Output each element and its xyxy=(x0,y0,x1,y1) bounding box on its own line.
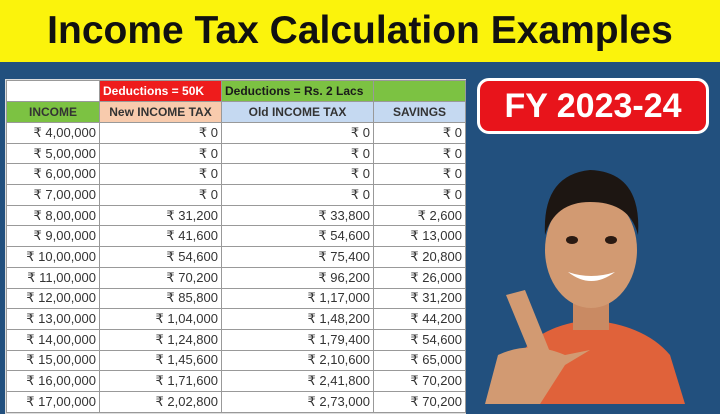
cell-income: ₹ 4,00,000 xyxy=(6,122,100,144)
cell-income: ₹ 15,00,000 xyxy=(6,349,100,372)
cell-savings: ₹ 26,000 xyxy=(373,266,466,289)
cell-old-tax: ₹ 2,10,600 xyxy=(221,349,374,372)
cell-old-tax: ₹ 33,800 xyxy=(221,204,374,227)
cell-new-tax: ₹ 70,200 xyxy=(99,266,222,289)
tax-table: Deductions = 50K Deductions = Rs. 2 Lacs… xyxy=(5,79,466,414)
cell-new-tax: ₹ 1,04,000 xyxy=(99,308,222,330)
cell-income: ₹ 6,00,000 xyxy=(6,163,100,186)
group-header-new-deduction: Deductions = 50K xyxy=(99,80,222,102)
table-row: ₹ 9,00,000 ₹ 41,600 ₹ 54,600 ₹ 13,000 xyxy=(6,225,466,248)
cell-income: ₹ 17,00,000 xyxy=(6,390,100,413)
shirt-shape xyxy=(510,320,685,404)
cell-old-tax: ₹ 96,200 xyxy=(221,266,374,289)
cell-income: ₹ 11,00,000 xyxy=(6,266,100,289)
table-row: ₹ 11,00,000 ₹ 70,200 ₹ 96,200 ₹ 26,000 xyxy=(6,266,466,289)
cell-savings: ₹ 0 xyxy=(373,163,466,186)
cell-new-tax: ₹ 1,71,600 xyxy=(99,370,222,392)
table-row: ₹ 14,00,000 ₹ 1,24,800 ₹ 1,79,400 ₹ 54,600 xyxy=(6,328,466,351)
table-row: ₹ 4,00,000 ₹ 0 ₹ 0 ₹ 0 xyxy=(6,122,466,144)
face-shape xyxy=(545,192,637,308)
fy-badge: FY 2023-24 xyxy=(477,78,709,134)
cell-savings: ₹ 0 xyxy=(373,122,466,144)
cell-new-tax: ₹ 1,24,800 xyxy=(99,328,222,351)
cell-savings: ₹ 54,600 xyxy=(373,328,466,351)
header-old-tax: Old INCOME TAX xyxy=(221,101,374,123)
cell-income: ₹ 5,00,000 xyxy=(6,142,100,165)
cell-old-tax: ₹ 2,41,800 xyxy=(221,370,374,392)
cell-income: ₹ 7,00,000 xyxy=(6,184,100,206)
cell-new-tax: ₹ 54,600 xyxy=(99,246,222,268)
pointing-hand-shape xyxy=(485,347,590,404)
cell-old-tax: ₹ 1,79,400 xyxy=(221,328,374,351)
table-row: ₹ 8,00,000 ₹ 31,200 ₹ 33,800 ₹ 2,600 xyxy=(6,204,466,227)
cell-savings: ₹ 2,600 xyxy=(373,204,466,227)
group-header-empty xyxy=(6,80,100,102)
hair-shape xyxy=(544,170,639,235)
table-row: ₹ 10,00,000 ₹ 54,600 ₹ 75,400 ₹ 20,800 xyxy=(6,246,466,268)
cell-savings: ₹ 0 xyxy=(373,184,466,206)
cell-income: ₹ 14,00,000 xyxy=(6,328,100,351)
table-row: ₹ 15,00,000 ₹ 1,45,600 ₹ 2,10,600 ₹ 65,000 xyxy=(6,349,466,372)
cell-old-tax: ₹ 2,73,000 xyxy=(221,390,374,413)
header-new-tax: New INCOME TAX xyxy=(99,101,222,123)
group-header-row: Deductions = 50K Deductions = Rs. 2 Lacs xyxy=(6,80,466,102)
cell-savings: ₹ 70,200 xyxy=(373,370,466,392)
cell-new-tax: ₹ 41,600 xyxy=(99,225,222,248)
cell-old-tax: ₹ 54,600 xyxy=(221,225,374,248)
cell-savings: ₹ 70,200 xyxy=(373,390,466,413)
group-header-old-deduction: Deductions = Rs. 2 Lacs xyxy=(221,80,374,102)
cell-new-tax: ₹ 0 xyxy=(99,122,222,144)
cell-old-tax: ₹ 75,400 xyxy=(221,246,374,268)
cell-income: ₹ 9,00,000 xyxy=(6,225,100,248)
cell-new-tax: ₹ 1,45,600 xyxy=(99,349,222,372)
table-row: ₹ 12,00,000 ₹ 85,800 ₹ 1,17,000 ₹ 31,200 xyxy=(6,287,466,310)
cell-income: ₹ 16,00,000 xyxy=(6,370,100,392)
cell-savings: ₹ 31,200 xyxy=(373,287,466,310)
table-row: ₹ 16,00,000 ₹ 1,71,600 ₹ 2,41,800 ₹ 70,200 xyxy=(6,370,466,392)
table-row: ₹ 17,00,000 ₹ 2,02,800 ₹ 2,73,000 ₹ 70,200 xyxy=(6,390,466,413)
cell-old-tax: ₹ 0 xyxy=(221,184,374,206)
smile-shape xyxy=(568,272,615,281)
cell-income: ₹ 10,00,000 xyxy=(6,246,100,268)
cell-old-tax: ₹ 0 xyxy=(221,142,374,165)
cell-new-tax: ₹ 2,02,800 xyxy=(99,390,222,413)
table-row: ₹ 5,00,000 ₹ 0 ₹ 0 ₹ 0 xyxy=(6,142,466,165)
column-header-row: INCOME New INCOME TAX Old INCOME TAX SAV… xyxy=(6,101,466,123)
cell-new-tax: ₹ 31,200 xyxy=(99,204,222,227)
cell-income: ₹ 8,00,000 xyxy=(6,204,100,227)
cell-savings: ₹ 65,000 xyxy=(373,349,466,372)
table-row: ₹ 6,00,000 ₹ 0 ₹ 0 ₹ 0 xyxy=(6,163,466,186)
header-savings: SAVINGS xyxy=(373,101,466,123)
table-row: ₹ 7,00,000 ₹ 0 ₹ 0 ₹ 0 xyxy=(6,184,466,206)
cell-new-tax: ₹ 0 xyxy=(99,142,222,165)
pointing-finger-shape xyxy=(506,290,550,358)
table-row: ₹ 13,00,000 ₹ 1,04,000 ₹ 1,48,200 ₹ 44,200 xyxy=(6,308,466,330)
cell-old-tax: ₹ 1,17,000 xyxy=(221,287,374,310)
cell-old-tax: ₹ 1,48,200 xyxy=(221,308,374,330)
cell-old-tax: ₹ 0 xyxy=(221,122,374,144)
cell-savings: ₹ 0 xyxy=(373,142,466,165)
cell-savings: ₹ 20,800 xyxy=(373,246,466,268)
presenter-image xyxy=(485,170,685,404)
cell-old-tax: ₹ 0 xyxy=(221,163,374,186)
cell-income: ₹ 13,00,000 xyxy=(6,308,100,330)
cell-new-tax: ₹ 0 xyxy=(99,163,222,186)
cell-income: ₹ 12,00,000 xyxy=(6,287,100,310)
header-income: INCOME xyxy=(6,101,100,123)
cell-savings: ₹ 13,000 xyxy=(373,225,466,248)
thumbnail-title: Income Tax Calculation Examples xyxy=(0,0,720,62)
cell-new-tax: ₹ 0 xyxy=(99,184,222,206)
eye-right xyxy=(605,236,617,244)
eye-left xyxy=(566,236,578,244)
group-header-savings-blank xyxy=(373,80,466,102)
cell-new-tax: ₹ 85,800 xyxy=(99,287,222,310)
cell-savings: ₹ 44,200 xyxy=(373,308,466,330)
